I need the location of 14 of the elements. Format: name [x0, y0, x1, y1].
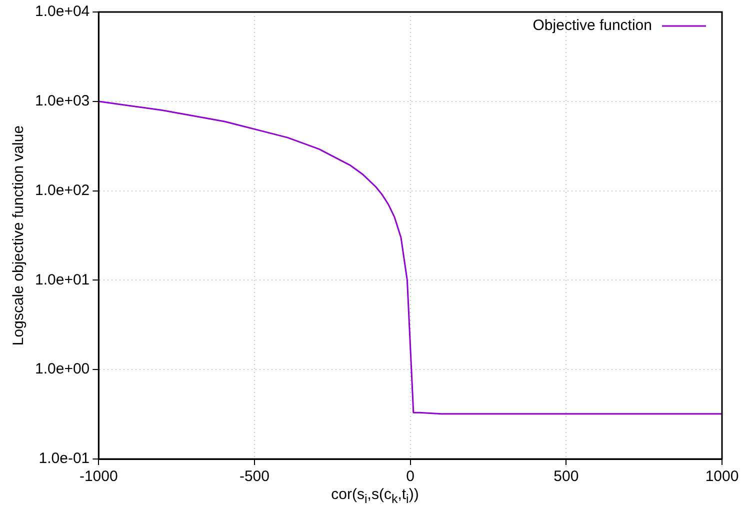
- y-axis-title: Logscale objective function value: [10, 125, 28, 346]
- y-tick-label: 1.0e+04: [35, 3, 90, 20]
- x-axis-title: cor(s$_{i}$,s(c$_{k}$,t$_{i}$)): [330, 486, 420, 506]
- x-tick-label: 500: [554, 468, 579, 486]
- y-tick-label: 1.0e+01: [35, 271, 90, 288]
- y-tick-label: 1.0e+00: [35, 360, 90, 378]
- x-tick-label: -1000: [79, 468, 118, 486]
- x-tick-label: 0: [406, 468, 414, 486]
- y-tick-label: 1.0e+03: [35, 92, 90, 110]
- x-tick-label: 1000: [705, 468, 739, 486]
- x-tick-label: -500: [239, 468, 270, 486]
- y-tick-label: 1.0e+02: [35, 182, 90, 199]
- y-tick-label: 1.0e-01: [38, 450, 90, 468]
- legend-label: Objective function: [532, 17, 652, 34]
